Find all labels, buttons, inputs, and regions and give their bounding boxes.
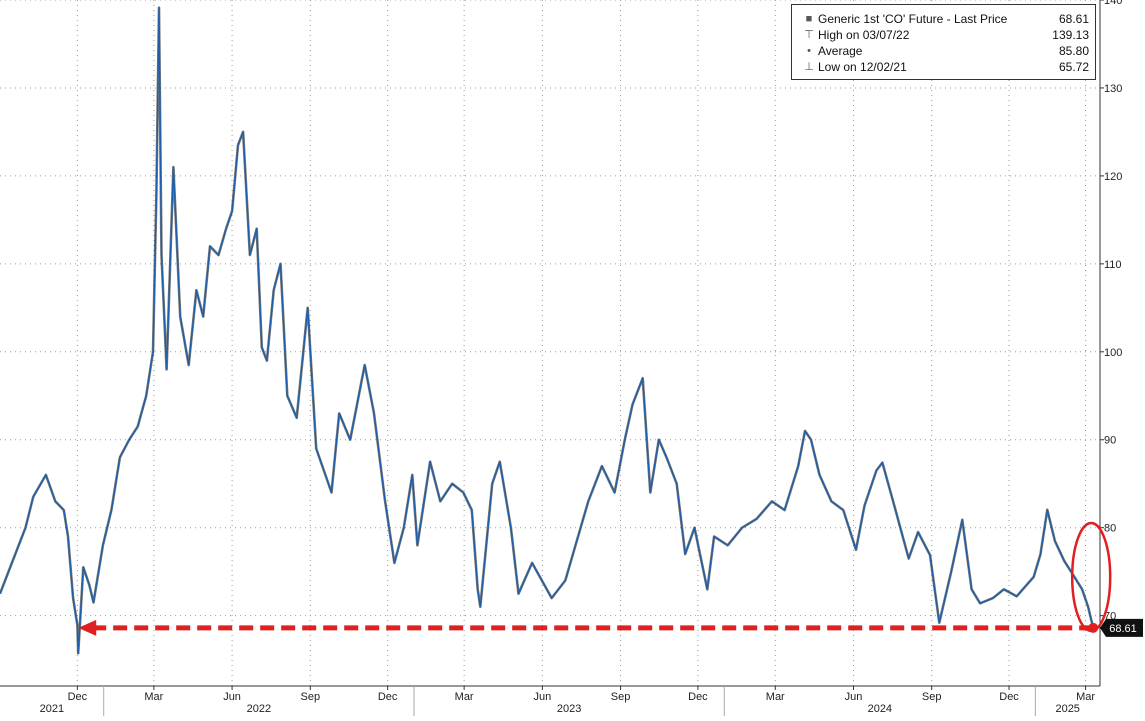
average-marker-icon: • xyxy=(807,45,811,57)
legend: ■ Generic 1st 'CO' Future - Last Price 6… xyxy=(791,4,1096,80)
y-tick-label: 90 xyxy=(1104,435,1116,447)
last-price-tag-label: 68.61 xyxy=(1109,623,1137,635)
y-tick-label: 140 xyxy=(1104,0,1122,7)
annotation-arrowhead xyxy=(78,619,97,636)
x-tick-label: Jun xyxy=(845,691,863,703)
x-tick-label: Mar xyxy=(766,691,785,703)
series-line xyxy=(0,6,1094,654)
x-tick-label: Sep xyxy=(300,691,320,703)
legend-low-label: Low on 12/02/21 xyxy=(818,60,907,74)
y-tick-label: 80 xyxy=(1104,523,1116,535)
x-tick-label: Sep xyxy=(922,691,942,703)
series-shadow-line xyxy=(0,6,1095,655)
x-year-label: 2023 xyxy=(557,703,581,715)
x-year-label: 2022 xyxy=(247,703,271,715)
y-tick-label: 100 xyxy=(1104,347,1122,359)
x-year-label: 2024 xyxy=(868,703,892,715)
legend-high-value: 139.13 xyxy=(1052,28,1089,42)
legend-series-label: Generic 1st 'CO' Future - Last Price xyxy=(818,12,1008,26)
x-tick-label: Mar xyxy=(144,691,163,703)
x-tick-label: Sep xyxy=(611,691,631,703)
x-tick-label: Dec xyxy=(378,691,398,703)
legend-average-label: Average xyxy=(818,44,863,58)
series-swatch-icon: ■ xyxy=(805,13,813,25)
last-price-tag xyxy=(1100,618,1143,637)
legend-row-low: ⊥ Low on 12/02/21 65.72 xyxy=(800,59,1089,75)
legend-row-average: • Average 85.80 xyxy=(800,43,1089,59)
legend-high-label: High on 03/07/22 xyxy=(818,28,910,42)
legend-row-series: ■ Generic 1st 'CO' Future - Last Price 6… xyxy=(800,11,1089,27)
x-tick-label: Mar xyxy=(455,691,474,703)
legend-series-value: 68.61 xyxy=(1058,12,1089,26)
y-tick-label: 120 xyxy=(1104,171,1122,183)
x-tick-label: Dec xyxy=(999,691,1019,703)
x-year-label: 2025 xyxy=(1055,703,1079,715)
x-tick-label: Dec xyxy=(68,691,88,703)
legend-average-value: 85.80 xyxy=(1058,44,1089,58)
x-tick-label: Jun xyxy=(533,691,551,703)
y-tick-label: 130 xyxy=(1104,83,1122,95)
legend-row-high: ⊤ High on 03/07/22 139.13 xyxy=(800,27,1089,43)
x-tick-label: Mar xyxy=(1076,691,1095,703)
x-tick-label: Jun xyxy=(223,691,241,703)
x-tick-label: Dec xyxy=(688,691,708,703)
annotation-circle xyxy=(1070,521,1112,633)
y-tick-label: 110 xyxy=(1104,259,1122,271)
high-marker-icon: ⊤ xyxy=(804,29,814,41)
low-marker-icon: ⊥ xyxy=(804,61,814,73)
x-year-label: 2021 xyxy=(40,703,64,715)
legend-low-value: 65.72 xyxy=(1058,60,1089,74)
